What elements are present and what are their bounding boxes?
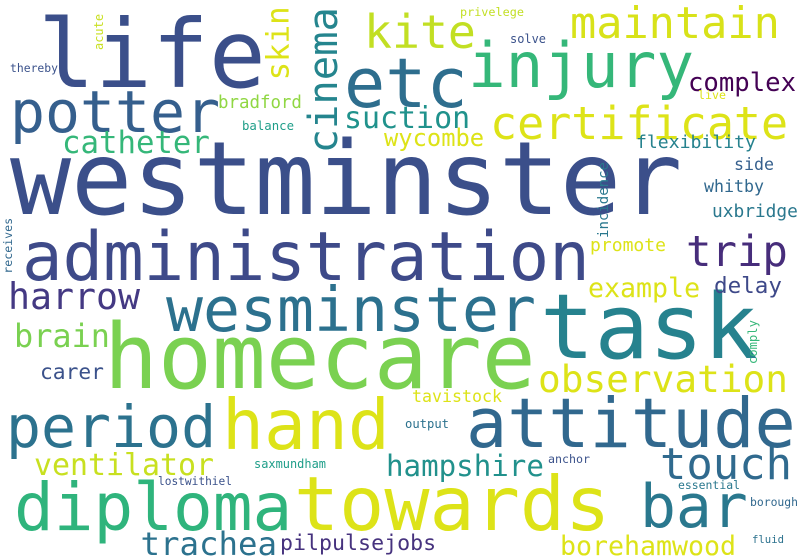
word-suction: suction xyxy=(344,101,471,136)
word-hampshire: hampshire xyxy=(386,448,544,483)
word-fluid: fluid xyxy=(752,533,784,546)
word-thereby: thereby xyxy=(10,61,59,75)
word-side: side xyxy=(734,154,774,174)
word-life: life xyxy=(38,0,266,110)
word-anchor: anchor xyxy=(548,451,590,466)
word-skin: skin xyxy=(260,5,297,80)
word-carer: carer xyxy=(40,359,104,385)
word-homecare: homecare xyxy=(104,306,536,410)
word-maintain: maintain xyxy=(570,0,780,49)
word-delay: delay xyxy=(714,272,782,299)
word-borehamwood: borehamwood xyxy=(560,530,737,560)
word-pilpulsejobs: pilpulsejobs xyxy=(280,531,437,556)
word-injury: injury xyxy=(468,28,695,102)
word-diploma: diploma xyxy=(14,469,293,546)
word-period: period xyxy=(6,393,217,461)
word-uxbridge: uxbridge xyxy=(712,201,798,222)
word-balance: balance xyxy=(242,118,295,133)
word-output: output xyxy=(405,416,450,431)
word-essential: essential xyxy=(678,478,740,492)
word-promote: promote xyxy=(590,235,666,256)
word-bar: bar xyxy=(640,473,748,542)
word-observation: observation xyxy=(538,357,789,401)
word-task: task xyxy=(540,275,758,380)
word-wesminster: wesminster xyxy=(166,274,536,346)
word-receives: receives xyxy=(1,217,16,274)
word-solve: solve xyxy=(510,32,546,46)
word-hand: hand xyxy=(222,385,390,466)
word-comply: comply xyxy=(745,320,760,365)
word-acute: acute xyxy=(91,13,106,50)
word-wycombe: wycombe xyxy=(384,124,485,152)
word-borough: borough xyxy=(750,495,799,509)
word-incidence: incidence xyxy=(595,162,612,238)
word-administration: administration xyxy=(22,216,590,296)
word-flexibility: flexibility xyxy=(636,132,756,153)
word-trachea: trachea xyxy=(140,525,278,560)
word-harrow: harrow xyxy=(8,274,141,318)
word-certificate: certificate xyxy=(490,96,789,150)
word-towards: towards xyxy=(294,459,611,548)
word-lostwithiel: lostwithiel xyxy=(158,475,232,488)
word-catheter: catheter xyxy=(62,124,210,161)
word-privelege: privelege xyxy=(460,4,524,19)
word-bradford: bradford xyxy=(218,92,302,113)
word-example: example xyxy=(588,272,701,304)
word-westminster: westminster xyxy=(10,120,683,238)
word-trip: trip xyxy=(686,227,788,276)
word-etc: etc xyxy=(344,43,468,124)
word-live: live xyxy=(698,87,726,102)
word-tavistock: tavistock xyxy=(412,386,502,406)
word-saxmundham: saxmundham xyxy=(254,456,326,471)
word-cinema: cinema xyxy=(298,6,347,153)
word-whitby: whitby xyxy=(704,177,764,196)
word-potter: potter xyxy=(10,78,221,146)
word-attitude: attitude xyxy=(466,384,796,464)
word-ventilator: ventilator xyxy=(34,448,214,483)
word-kite: kite xyxy=(364,5,476,59)
word-complex: complex xyxy=(688,68,797,98)
word-touch: touch xyxy=(660,439,792,490)
word-brain: brain xyxy=(14,317,110,355)
